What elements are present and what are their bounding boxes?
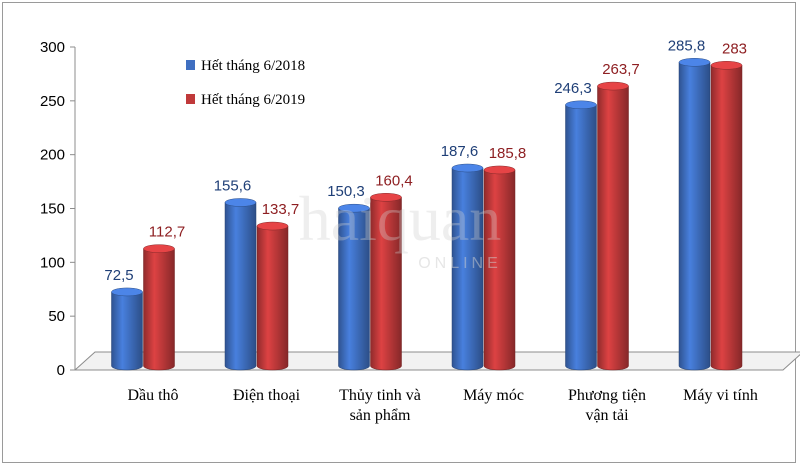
bar-2018-0 bbox=[111, 287, 143, 371]
data-label: 155,6 bbox=[214, 177, 252, 194]
bar-cap bbox=[710, 61, 743, 70]
y-axis: 0 50 100 150 200 250 300 bbox=[40, 39, 76, 379]
legend-label: Hết tháng 6/2019 bbox=[201, 92, 305, 108]
x-tick-label: Máy vi tính bbox=[683, 387, 758, 404]
data-label: 263,7 bbox=[602, 61, 640, 78]
bar-2018-3 bbox=[451, 163, 484, 371]
data-labels-group: 72,5 112,7 155,6 133,7 150,3 160,4 187,6 185,8 2… bbox=[104, 37, 747, 284]
y-tick-label: 100 bbox=[40, 254, 65, 271]
bar-2019-0 bbox=[143, 244, 175, 371]
x-axis-labels: Dầu thô Điện thoại Thủy tinh và sản phẩm Máy… bbox=[127, 387, 757, 424]
bar-body bbox=[451, 167, 484, 371]
y-tick-label: 0 bbox=[57, 362, 65, 379]
bar-body bbox=[143, 248, 175, 371]
data-label: 112,7 bbox=[149, 224, 185, 241]
bar-cap bbox=[597, 81, 629, 91]
bar-body bbox=[597, 85, 629, 371]
bar-body bbox=[370, 197, 402, 371]
data-label: 160,4 bbox=[375, 172, 413, 189]
x-tick-label: vận tải bbox=[585, 407, 629, 424]
bar-body bbox=[338, 207, 370, 371]
bar-body bbox=[678, 62, 711, 371]
bar-2018-5 bbox=[678, 58, 711, 371]
y-tick-label: 50 bbox=[48, 308, 65, 325]
bar-cap bbox=[111, 287, 143, 297]
data-label: 150,3 bbox=[327, 183, 365, 200]
bar-2019-1 bbox=[256, 221, 289, 371]
legend-label: Hết tháng 6/2018 bbox=[201, 58, 305, 74]
bar-2018-2 bbox=[338, 203, 370, 371]
watermark-subtext: ONLINE bbox=[418, 255, 502, 272]
bar-cap bbox=[370, 193, 402, 202]
data-label: 285,8 bbox=[668, 37, 706, 54]
data-label: 185,8 bbox=[489, 145, 527, 162]
watermark-text: haiquan bbox=[299, 183, 502, 254]
y-tick-label: 250 bbox=[40, 93, 65, 110]
bar-2019-4 bbox=[597, 81, 629, 371]
bar-body bbox=[111, 291, 143, 371]
bar-cap bbox=[678, 58, 711, 67]
bar-2019-3 bbox=[483, 165, 516, 371]
bar-cap bbox=[451, 163, 484, 173]
x-tick-label: sản phẩm bbox=[350, 407, 411, 424]
data-label: 72,5 bbox=[104, 267, 133, 284]
data-label: 246,3 bbox=[554, 80, 592, 97]
bar-cap bbox=[565, 100, 597, 110]
legend: Hết tháng 6/2018 Hết tháng 6/2019 bbox=[186, 58, 305, 108]
bar-body bbox=[483, 169, 516, 371]
legend-swatch bbox=[186, 94, 195, 104]
bar-cap bbox=[224, 198, 257, 207]
watermark: haiquan ONLINE bbox=[299, 183, 502, 272]
x-tick-label: Phương tiện bbox=[568, 387, 646, 404]
y-tick-label: 300 bbox=[40, 39, 65, 56]
data-label: 133,7 bbox=[262, 201, 300, 218]
y-tick-label: 200 bbox=[40, 147, 65, 164]
x-tick-label: Dầu thô bbox=[127, 387, 178, 404]
bar-body bbox=[256, 225, 289, 371]
bar-body bbox=[224, 202, 257, 371]
bar-cap bbox=[338, 203, 370, 213]
bar-2018-1 bbox=[224, 198, 257, 371]
x-tick-label: Thủy tinh và bbox=[339, 387, 421, 404]
data-label: 187,6 bbox=[441, 143, 479, 160]
bar-2018-4 bbox=[565, 100, 597, 371]
x-tick-label: Điện thoại bbox=[233, 387, 301, 404]
bar-2019-5 bbox=[710, 61, 743, 371]
y-tick-label: 150 bbox=[40, 201, 65, 218]
x-tick-label: Máy móc bbox=[463, 387, 524, 404]
bars-group bbox=[111, 58, 743, 371]
legend-swatch bbox=[186, 60, 195, 70]
bar-cap bbox=[483, 165, 516, 175]
bar-2019-2 bbox=[370, 193, 402, 371]
bar-body bbox=[710, 65, 743, 371]
bar-cap bbox=[143, 244, 175, 253]
bar-cap bbox=[256, 221, 289, 231]
data-label: 283 bbox=[722, 40, 747, 57]
bar-body bbox=[565, 104, 597, 371]
